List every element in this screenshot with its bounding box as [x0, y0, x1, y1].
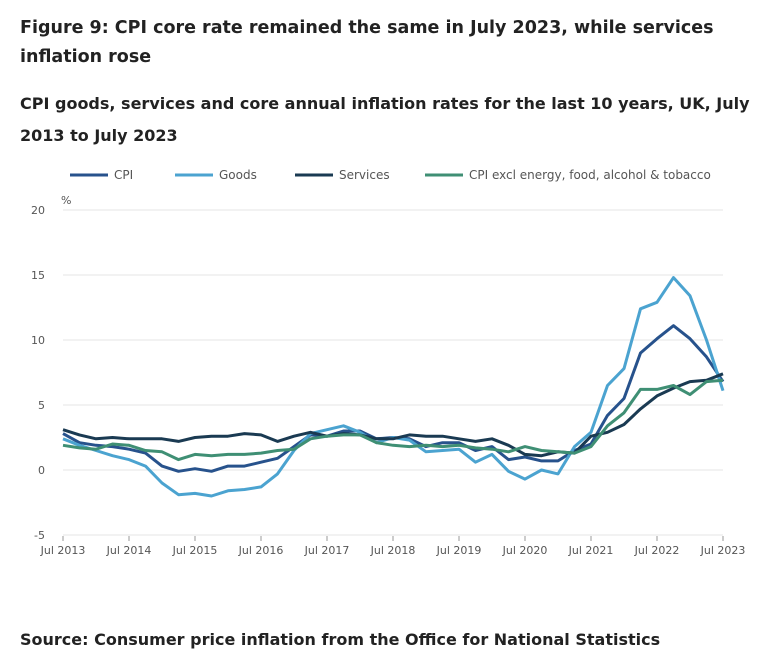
y-tick-label: 0: [38, 464, 45, 477]
legend-label: CPI excl energy, food, alcohol & tobacco: [469, 168, 711, 182]
x-tick-label: Jul 2018: [370, 544, 416, 557]
legend-label: CPI: [114, 168, 133, 182]
x-tick-label: Jul 2021: [568, 544, 614, 557]
series-line-goods: [62, 276, 725, 498]
legend-label: Goods: [219, 168, 257, 182]
y-tick-label: 10: [31, 334, 45, 347]
x-tick-label: Jul 2023: [700, 544, 746, 557]
chart-title: Figure 9: CPI core rate remained the sam…: [20, 18, 714, 67]
y-axis-unit: %: [61, 194, 71, 207]
x-tick-label: Jul 2013: [40, 544, 86, 557]
x-tick-label: Jul 2022: [634, 544, 680, 557]
series-line-cpi-excl-energy-food-alcohol-tobacco: [62, 378, 724, 462]
line-chart: 20 15 10 5 0 -5% Jul 2013 Jul 2014 Jul 2015 Jul 2…: [31, 168, 746, 557]
x-tick-label: Jul 2019: [436, 544, 482, 557]
y-tick-label: 15: [31, 269, 45, 282]
source-note: Source: Consumer price inflation from th…: [20, 630, 661, 649]
x-tick-label: Jul 2016: [238, 544, 284, 557]
series-line-cpi: [62, 324, 725, 473]
x-tick-label: Jul 2015: [172, 544, 218, 557]
chart-subtitle: CPI goods, services and core annual infl…: [20, 94, 750, 145]
y-tick-label: 20: [31, 204, 45, 217]
y-tick-label: -5: [34, 529, 45, 542]
x-tick-label: Jul 2014: [106, 544, 152, 557]
legend-label: Services: [339, 168, 390, 182]
x-tick-label: Jul 2017: [304, 544, 350, 557]
y-tick-label: 5: [38, 399, 45, 412]
series-line-services: [62, 372, 724, 458]
x-tick-label: Jul 2020: [502, 544, 548, 557]
